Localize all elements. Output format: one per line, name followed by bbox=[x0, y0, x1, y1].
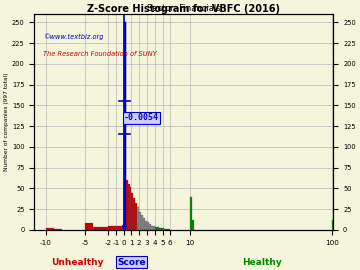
Bar bbox=[147, 222, 149, 230]
Bar bbox=[143, 218, 145, 230]
Text: Sector: Financials: Sector: Financials bbox=[147, 4, 221, 13]
Bar bbox=[131, 193, 134, 230]
Bar bbox=[162, 228, 165, 230]
Bar bbox=[149, 224, 151, 230]
Bar bbox=[145, 221, 147, 230]
Bar bbox=[116, 227, 124, 230]
Text: Unhealthy: Unhealthy bbox=[51, 258, 103, 267]
Text: ©www.textbiz.org: ©www.textbiz.org bbox=[44, 33, 104, 40]
Bar bbox=[127, 184, 130, 230]
Bar bbox=[124, 22, 126, 230]
Title: Z-Score Histogram for VBFC (2016): Z-Score Histogram for VBFC (2016) bbox=[87, 4, 280, 14]
Bar bbox=[93, 227, 100, 230]
Bar bbox=[126, 180, 127, 230]
Y-axis label: Number of companies (997 total): Number of companies (997 total) bbox=[4, 73, 9, 171]
Bar bbox=[153, 227, 155, 230]
Bar bbox=[190, 197, 192, 230]
Bar bbox=[135, 203, 137, 230]
Bar bbox=[157, 227, 159, 230]
Bar bbox=[100, 227, 108, 230]
Text: Healthy: Healthy bbox=[242, 258, 282, 267]
Bar bbox=[85, 223, 93, 230]
Bar bbox=[46, 228, 54, 230]
Bar bbox=[137, 207, 139, 230]
Bar bbox=[130, 187, 131, 230]
Bar bbox=[108, 227, 116, 230]
Bar bbox=[332, 220, 333, 230]
Bar bbox=[165, 229, 166, 230]
Text: -0.0054: -0.0054 bbox=[124, 113, 159, 122]
Bar bbox=[141, 215, 143, 230]
Bar bbox=[159, 228, 161, 230]
Bar bbox=[192, 220, 194, 230]
Bar bbox=[155, 227, 157, 230]
Bar bbox=[161, 228, 162, 230]
Bar bbox=[54, 229, 62, 230]
Bar bbox=[134, 198, 135, 230]
Text: Score: Score bbox=[117, 258, 146, 267]
Bar bbox=[166, 229, 168, 230]
Bar bbox=[124, 22, 126, 230]
Text: The Research Foundation of SUNY: The Research Foundation of SUNY bbox=[44, 51, 157, 57]
Bar bbox=[139, 212, 141, 230]
Bar bbox=[168, 229, 170, 230]
Bar bbox=[151, 226, 153, 230]
